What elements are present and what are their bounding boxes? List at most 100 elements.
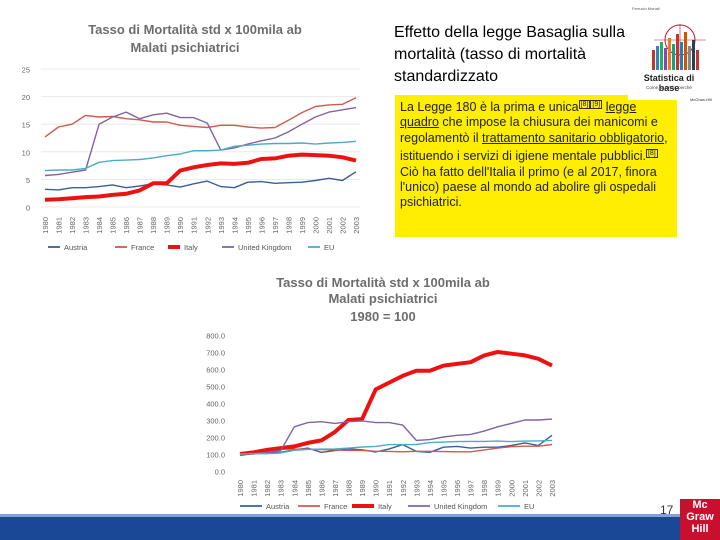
chart2-title: Tasso di Mortalità std x 100mila ab [276,275,490,290]
info-text-p1: La Legge 180 è la prima e unica [400,100,579,115]
x-tick-label: 1990 [372,480,381,497]
link-legge-quadro[interactable]: legge quadro [400,100,637,130]
x-tick-label: 1998 [480,480,489,497]
x-tick-label: 1981 [250,480,259,497]
x-tick-label: 2000 [311,217,320,234]
x-tick-label: 1999 [494,480,503,497]
x-tick-label: 1997 [271,217,280,234]
x-tick-label: 1980 [41,217,50,234]
x-tick-label: 1988 [345,480,354,497]
x-tick-label: 1994 [230,217,239,234]
y-tick-label: 600.0 [206,366,225,375]
y-tick-label: 800.0 [206,332,225,341]
series-line-italy [44,152,357,202]
x-tick-label: 1997 [467,480,476,497]
x-tick-label: 1995 [244,217,253,234]
x-tick-label: 1987 [331,480,340,497]
x-tick-label: 1987 [136,217,145,234]
ref-link[interactable]: [8] [645,149,658,159]
legend-label: Austria [266,502,290,511]
x-tick-label: 2002 [534,480,543,497]
y-tick-label: 5 [26,176,30,185]
info-text-p3: che impose la chiusura dei manicomi e re… [400,115,658,145]
footer-bar [0,517,680,540]
x-tick-label: 1984 [290,480,299,497]
x-tick-label: 1993 [412,480,421,497]
mcgraw-hill-logo: Mc Graw Hill [680,499,720,540]
series-line-italy [239,350,553,456]
y-tick-label: 25 [22,66,30,75]
book-title: Statistica di base [643,73,695,93]
x-tick-label: 1999 [298,217,307,234]
x-tick-label: 1983 [82,217,91,234]
legend-label: France [324,502,347,511]
x-tick-label: 1984 [95,217,104,234]
x-tick-label: 1995 [439,480,448,497]
y-tick-label: 500.0 [206,383,225,392]
y-tick-label: 300.0 [206,417,225,426]
x-tick-label: 1996 [453,480,462,497]
x-tick-label: 1994 [426,480,435,497]
x-tick-label: 1985 [109,217,118,234]
x-tick-label: 1989 [358,480,367,497]
x-tick-label: 1998 [284,217,293,234]
slide-title: Effetto della legge Basaglia sulla morta… [394,24,625,85]
legend-label: Italy [378,502,392,511]
y-tick-label: 0 [26,204,30,213]
legend-label: Austria [64,243,88,252]
x-tick-label: 1982 [68,217,77,234]
chart1-title: Tasso di Mortalità std x 100mila ab [88,22,302,37]
book-author: Ferrucio Monali [632,6,660,11]
legend-label: United Kingdom [238,243,291,252]
link-trattamento-sanitario[interactable]: trattamento sanitario obbligatorio [482,130,665,145]
ref-link[interactable]: [9] [590,100,603,109]
x-tick-label: 1991 [385,480,394,497]
chart1-subtitle: Malati psichiatrici [130,40,239,55]
legend-label: EU [324,243,334,252]
page-number: 17 [660,503,674,517]
y-tick-label: 400.0 [206,400,225,409]
info-text: La Legge 180 è la prima e unica [8] [9] le… [400,97,672,210]
series-line-austria [44,171,357,191]
x-tick-label: 1991 [190,217,199,234]
y-tick-label: 100.0 [206,451,225,460]
book-subtitle: Come, quando, perché [646,85,692,90]
series-line-france [239,443,553,455]
footer-line [0,514,680,517]
chart2-subtitle: Malati psichiatrici [328,291,437,306]
x-tick-label: 1992 [399,480,408,497]
ref-link[interactable]: [8] [578,100,591,109]
series-line-united-kingdom [239,418,553,455]
series-line-france [44,97,357,138]
x-tick-label: 2001 [325,217,334,234]
series-line-eu [239,439,553,455]
y-tick-label: 10 [22,148,30,157]
logo-line: Mc [692,499,708,511]
x-tick-label: 1980 [236,480,245,497]
legend-label: EU [524,502,534,511]
chart2-subtitle2: 1980 = 100 [350,309,415,324]
series-line-eu [44,140,357,172]
x-tick-label: 1992 [203,217,212,234]
x-tick-label: 1990 [176,217,185,234]
logo-line: Hill [691,523,709,535]
y-tick-label: 200.0 [206,434,225,443]
x-tick-label: 1993 [217,217,226,234]
x-tick-label: 1986 [122,217,131,234]
book-publisher: McGraw-Hill [690,97,712,102]
book-cover-graphic [652,24,706,70]
x-tick-label: 1989 [163,217,172,234]
x-tick-label: 1985 [304,480,313,497]
x-tick-label: 2003 [352,217,361,234]
x-tick-label: 2003 [548,480,557,497]
x-tick-label: 1982 [263,480,272,497]
x-tick-label: 2001 [521,480,530,497]
series-line-united-kingdom [44,106,357,177]
x-tick-label: 1981 [55,217,64,234]
info-text-p5: Ciò ha fatto dell'Italia il primo (e al … [400,164,657,210]
x-tick-label: 2000 [507,480,516,497]
x-tick-label: 1983 [277,480,286,497]
x-tick-label: 1986 [317,480,326,497]
legend-label: United Kingdom [434,502,487,511]
